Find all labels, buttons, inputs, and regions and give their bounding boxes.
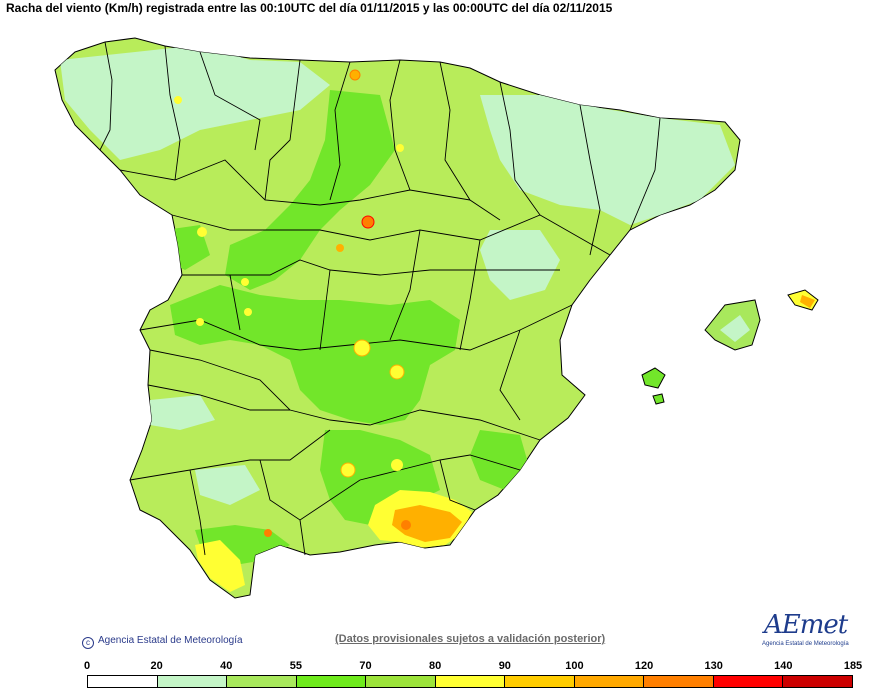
zone-light-green-north [60, 45, 330, 160]
legend-tick: 130 [704, 660, 723, 672]
legend-swatch [296, 676, 367, 687]
zone-light-green-sw [150, 395, 215, 430]
island-formentera [652, 393, 665, 405]
legend-tick: 185 [843, 660, 863, 672]
legend-swatch [88, 676, 158, 687]
legend-tick: 0 [83, 660, 91, 672]
hotspots [174, 69, 411, 537]
zone-green-murcia [470, 430, 530, 490]
zone-orange-almeria [392, 505, 462, 542]
legend-swatch [435, 676, 506, 687]
zone-light-green-seville [195, 465, 260, 505]
legend-swatch [366, 676, 436, 687]
island-ibiza [641, 367, 666, 389]
zone-green-north [225, 90, 395, 290]
legend-tick: 100 [565, 660, 584, 672]
legend-tick: 120 [634, 660, 654, 672]
legend-tick: 80 [429, 660, 442, 672]
legend-swatch [505, 676, 575, 687]
legend-tick: 20 [150, 660, 163, 672]
zone-light-green-ebro [480, 95, 735, 225]
legend-tick: 55 [289, 660, 303, 672]
copyright-text: Agencia Estatal de Meteorología [98, 635, 243, 646]
aemet-logo: AEmet Agencia Estatal de Meteorología [758, 610, 849, 650]
island-menorca-orange [800, 295, 815, 308]
island-mallorca-light [720, 315, 750, 342]
color-legend [87, 675, 853, 688]
legend-tick-labels: 0 20 40 55 70 80 90 100 120 130 140 185 [0, 660, 870, 674]
legend-swatch [783, 676, 853, 687]
legend-swatch [574, 676, 645, 687]
logo-word: AEmet [764, 610, 848, 640]
logo-subtitle: Agencia Estatal de Meteorología [762, 641, 849, 647]
zone-green-center [170, 285, 460, 425]
zone-light-green-center [480, 230, 560, 300]
legend-tick: 140 [774, 660, 793, 672]
copyright-icon: c [82, 637, 94, 649]
legend-swatch [157, 676, 228, 687]
legend-tick: 90 [498, 660, 511, 672]
province-borders [99, 41, 661, 556]
legend-tick: 70 [359, 660, 372, 672]
legend-swatch [227, 676, 297, 687]
legend-swatch [713, 676, 784, 687]
legend-swatch [644, 676, 714, 687]
map-title: Racha del viento (Km/h) registrada entre… [6, 1, 613, 15]
wind-gust-map [54, 37, 819, 599]
copyright-notice: c Agencia Estatal de Meteorología [82, 635, 243, 649]
provisional-data-notice: (Datos provisionales sujetos a validació… [335, 633, 606, 645]
zone-yellow-cadiz [195, 540, 245, 592]
legend-tick: 40 [220, 660, 233, 672]
